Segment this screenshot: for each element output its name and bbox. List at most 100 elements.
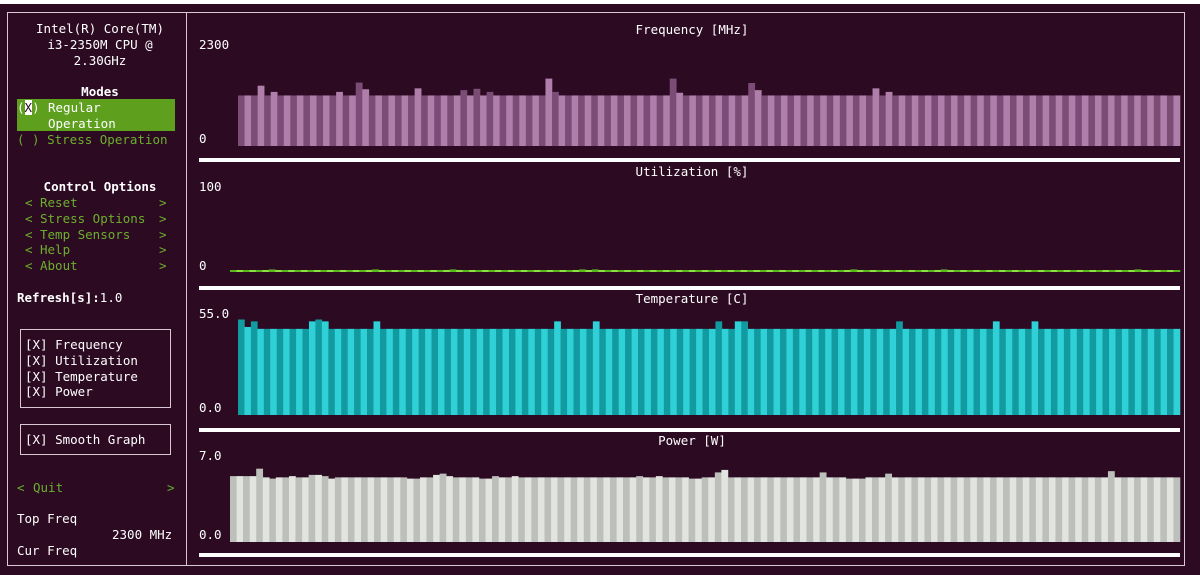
power-bar	[564, 477, 571, 542]
control-item-right-arrow: >	[159, 211, 167, 226]
utilization-bar	[352, 270, 360, 272]
utilization-bar	[740, 270, 748, 272]
power-bar	[328, 478, 336, 542]
utilization-bar	[320, 270, 328, 272]
mode-stress-operation[interactable]: ( ) Stress Operation	[17, 132, 168, 147]
frequency-bar	[460, 90, 468, 146]
temperature-bar	[1173, 328, 1181, 415]
power-bar	[688, 478, 696, 542]
temperature-bar	[779, 328, 787, 415]
temperature-bar	[367, 328, 374, 415]
power-bar	[387, 477, 395, 542]
utilization-bar	[856, 270, 864, 272]
temperature-bar	[399, 328, 407, 415]
frequency-bar	[578, 95, 586, 146]
frequency-bar	[898, 95, 906, 146]
temperature-bar	[1147, 328, 1155, 415]
frequency-bar	[735, 95, 743, 146]
frequency-bar	[277, 95, 285, 146]
utilization-bar	[1050, 270, 1058, 272]
utilization-bar	[721, 270, 728, 272]
power-bar	[1055, 477, 1063, 542]
frequency-bar	[722, 95, 729, 146]
frequency-bar	[375, 95, 383, 146]
temperature-bar	[1160, 328, 1168, 415]
frequency-bar	[466, 95, 474, 146]
power-bar	[610, 477, 617, 542]
utilization-bar	[572, 270, 580, 272]
utilization-bar	[695, 270, 703, 272]
power-bar	[374, 477, 381, 542]
frequency-y-max-label: 2300	[199, 37, 229, 52]
utilization-bar	[831, 270, 838, 272]
mode-regular-check: (X)	[17, 100, 40, 115]
temperature-bar	[838, 328, 845, 415]
temperature-bar	[263, 328, 271, 415]
power-bar	[662, 477, 670, 542]
frequency-bar	[715, 95, 723, 146]
temperature-bar	[876, 328, 884, 415]
power-bar	[924, 477, 932, 542]
power-bar	[1062, 477, 1069, 542]
frequency-graph-baseline	[199, 158, 1180, 162]
utilization-bar	[889, 270, 896, 272]
power-bar	[446, 476, 454, 542]
toggle-temperature[interactable]: [X] Temperature	[25, 369, 138, 384]
power-bar	[957, 477, 965, 542]
temperature-bar	[663, 328, 671, 415]
power-bar	[990, 477, 997, 542]
power-bar	[793, 477, 801, 542]
temperature-bar	[592, 321, 600, 415]
temperature-bar	[631, 328, 639, 415]
utilization-bar	[410, 270, 418, 272]
utilization-bar	[1147, 270, 1155, 272]
temperature-bar	[250, 321, 258, 415]
temperature-bar	[1102, 328, 1110, 415]
frequency-bar	[244, 95, 252, 146]
quit-label: Quit	[33, 480, 64, 495]
frequency-bar	[937, 95, 945, 146]
temperature-bar	[715, 321, 723, 415]
frequency-bar	[283, 95, 291, 146]
temperature-bar	[1050, 328, 1058, 415]
utilization-bar	[688, 270, 696, 272]
toggle-power[interactable]: [X] Power	[25, 384, 93, 399]
frequency-bar	[911, 95, 919, 146]
frequency-bar	[1023, 95, 1030, 146]
toggle-utilization[interactable]: [X] Utilization	[25, 353, 138, 368]
toggle-smooth-graph[interactable]: [X] Smooth Graph	[25, 432, 146, 447]
frequency-bar	[591, 95, 599, 146]
temperature-bar	[650, 328, 658, 415]
power-bar	[891, 477, 899, 542]
frequency-bar	[349, 95, 357, 146]
power-bar	[1088, 477, 1096, 542]
refresh-rate[interactable]: Refresh[s]:1.0	[17, 290, 122, 306]
temperature-bar	[844, 328, 852, 415]
temperature-bar	[379, 328, 387, 415]
temperature-bar	[360, 328, 368, 415]
power-bar	[1009, 477, 1017, 542]
frequency-bar	[1055, 95, 1063, 146]
utilization-bar	[514, 270, 522, 272]
utilization-bar	[662, 270, 670, 272]
top-freq-value: 2300 MHz	[112, 527, 173, 542]
frequency-bar	[414, 88, 422, 146]
utilization-bar	[850, 269, 858, 272]
terminal-top-edge	[0, 0, 1200, 4]
temperature-bar	[915, 328, 923, 415]
temperature-bar	[308, 321, 316, 415]
toggle-frequency[interactable]: [X] Frequency	[25, 337, 123, 352]
temperature-bar	[683, 328, 690, 415]
utilization-bar	[378, 270, 386, 272]
frequency-bar	[1081, 95, 1089, 146]
power-bar	[400, 477, 408, 542]
power-bar	[537, 477, 545, 542]
control-item-label: Temp Sensors	[40, 227, 131, 242]
utilization-bar	[578, 269, 586, 272]
power-bar	[655, 476, 663, 542]
frequency-graph: Frequency [MHz] 2300 0	[199, 22, 1181, 162]
temperature-bar	[986, 328, 994, 415]
utilization-bar	[436, 270, 444, 272]
power-bar	[1081, 477, 1089, 542]
